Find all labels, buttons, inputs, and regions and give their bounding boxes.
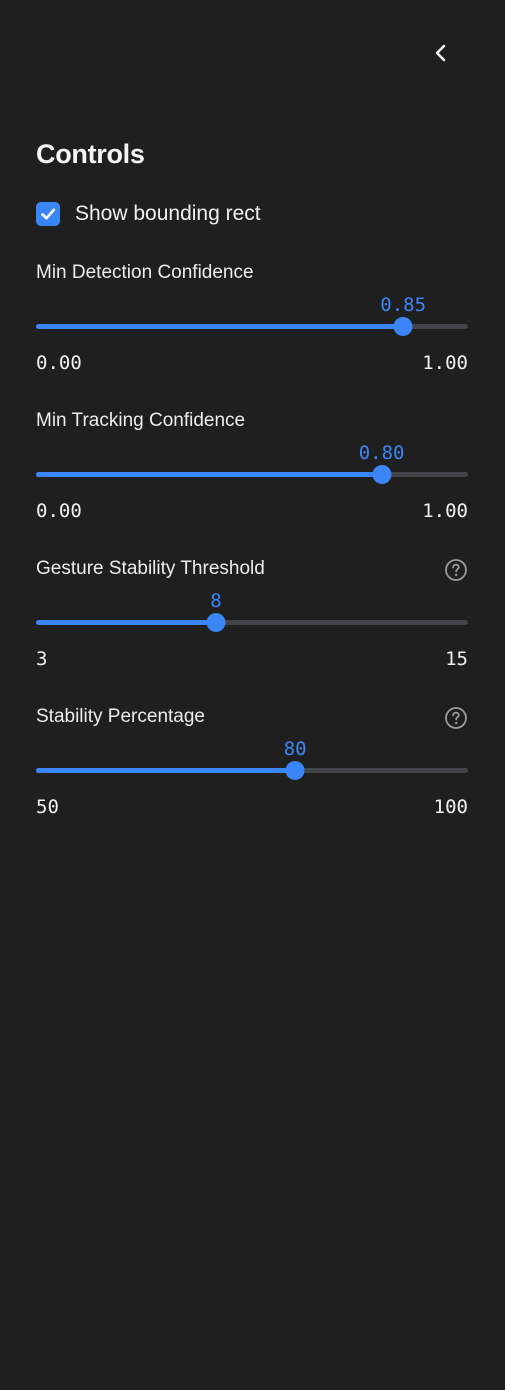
checkbox-label: Show bounding rect — [75, 202, 261, 225]
slider-track[interactable] — [36, 472, 468, 477]
slider-max-label: 100 — [433, 796, 468, 818]
slider-thumb[interactable] — [285, 761, 305, 780]
slider-value: 80 — [283, 738, 307, 760]
show-bounding-rect-checkbox[interactable]: Show bounding rect — [36, 202, 261, 226]
slider-value: 8 — [210, 590, 222, 612]
slider-label: Gesture Stability Threshold — [36, 558, 265, 579]
collapse-sidebar-button[interactable] — [426, 38, 456, 68]
slider-track[interactable] — [36, 324, 468, 329]
help-icon[interactable] — [444, 558, 468, 582]
panel-title: Controls — [36, 139, 145, 169]
slider-min-label: 3 — [36, 648, 48, 670]
slider-track[interactable] — [36, 620, 468, 625]
chevron-left-icon — [435, 44, 446, 62]
slider-fill — [36, 620, 216, 625]
slider-max-label: 1.00 — [422, 352, 468, 374]
slider-label: Min Tracking Confidence — [36, 410, 246, 431]
slider-value: 0.80 — [358, 442, 405, 464]
slider-label: Min Detection Confidence — [36, 262, 254, 283]
checkbox-checked[interactable] — [36, 202, 60, 226]
slider-fill — [36, 472, 382, 477]
slider-min-label: 0.00 — [36, 500, 82, 522]
slider-min-tracking-confidence: Min Tracking Confidence 0.80 0.00 1.00 — [36, 410, 468, 530]
slider-min-label: 0.00 — [36, 352, 82, 374]
slider-min-detection-confidence: Min Detection Confidence 0.85 0.00 1.00 — [36, 262, 468, 382]
slider-track[interactable] — [36, 768, 468, 773]
slider-stability-percentage: Stability Percentage 80 50 100 — [36, 706, 468, 826]
slider-max-label: 1.00 — [422, 500, 468, 522]
checkmark-icon — [41, 208, 56, 220]
slider-fill — [36, 768, 296, 773]
help-icon[interactable] — [444, 706, 468, 730]
slider-thumb[interactable] — [206, 613, 226, 632]
slider-value: 0.85 — [380, 294, 427, 316]
slider-gesture-stability-threshold: Gesture Stability Threshold 8 3 15 — [36, 558, 468, 678]
slider-min-label: 50 — [36, 796, 59, 818]
slider-label: Stability Percentage — [36, 706, 205, 727]
slider-thumb[interactable] — [393, 317, 413, 336]
slider-thumb[interactable] — [372, 465, 392, 484]
slider-max-label: 15 — [445, 648, 468, 670]
slider-fill — [36, 324, 404, 329]
